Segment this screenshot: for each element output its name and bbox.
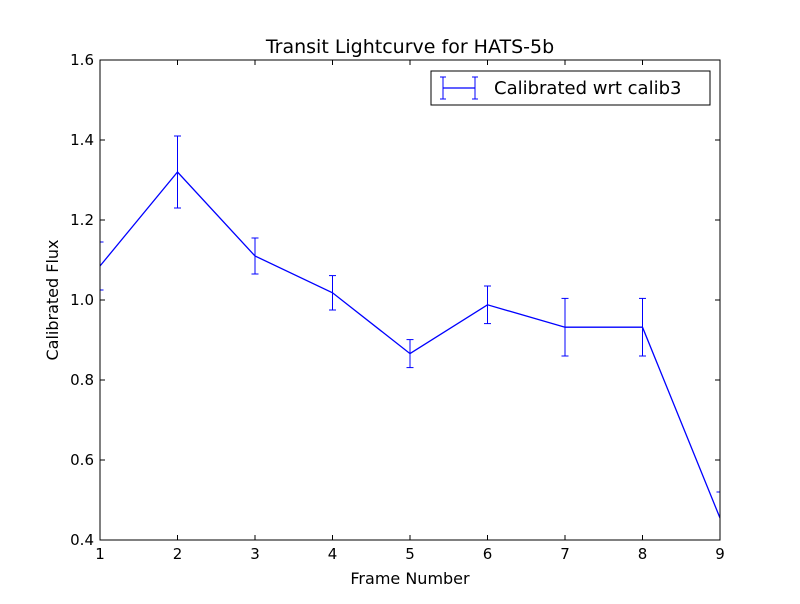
- y-tick-label: 0.6: [70, 451, 94, 469]
- x-tick-label: 1: [95, 545, 105, 563]
- x-tick-label: 6: [483, 545, 493, 563]
- x-tick-label: 7: [560, 545, 570, 563]
- legend: Calibrated wrt calib3: [430, 70, 711, 106]
- y-tick-label: 1.6: [70, 51, 94, 69]
- x-tick-label: 8: [638, 545, 648, 563]
- y-tick-label: 1.4: [70, 131, 94, 149]
- plot-layer: [100, 135, 720, 540]
- y-tick-label: 1.2: [70, 211, 94, 229]
- y-tick-label: 0.4: [70, 531, 94, 549]
- y-axis-label: Calibrated Flux: [43, 239, 62, 360]
- axes-layer: 1 2 3 4 5 6 7 8 9 0.4 0.6 0.8 1.0 1.2 1.4 1.6: [70, 51, 725, 563]
- x-axis-label: Frame Number: [350, 569, 470, 588]
- chart-title: Transit Lightcurve for HATS-5b: [265, 36, 554, 58]
- x-tick-label: 2: [173, 545, 183, 563]
- x-tick-label: 4: [328, 545, 338, 563]
- plot-frame: [99, 59, 721, 541]
- x-tick-label: 9: [715, 545, 725, 563]
- y-tick-label: 1.0: [70, 291, 94, 309]
- x-tick-label: 3: [250, 545, 260, 563]
- legend-label: Calibrated wrt calib3: [494, 78, 681, 99]
- x-tick-label: 5: [405, 545, 415, 563]
- plot-area: [100, 135, 720, 540]
- y-tick-label: 0.8: [70, 371, 94, 389]
